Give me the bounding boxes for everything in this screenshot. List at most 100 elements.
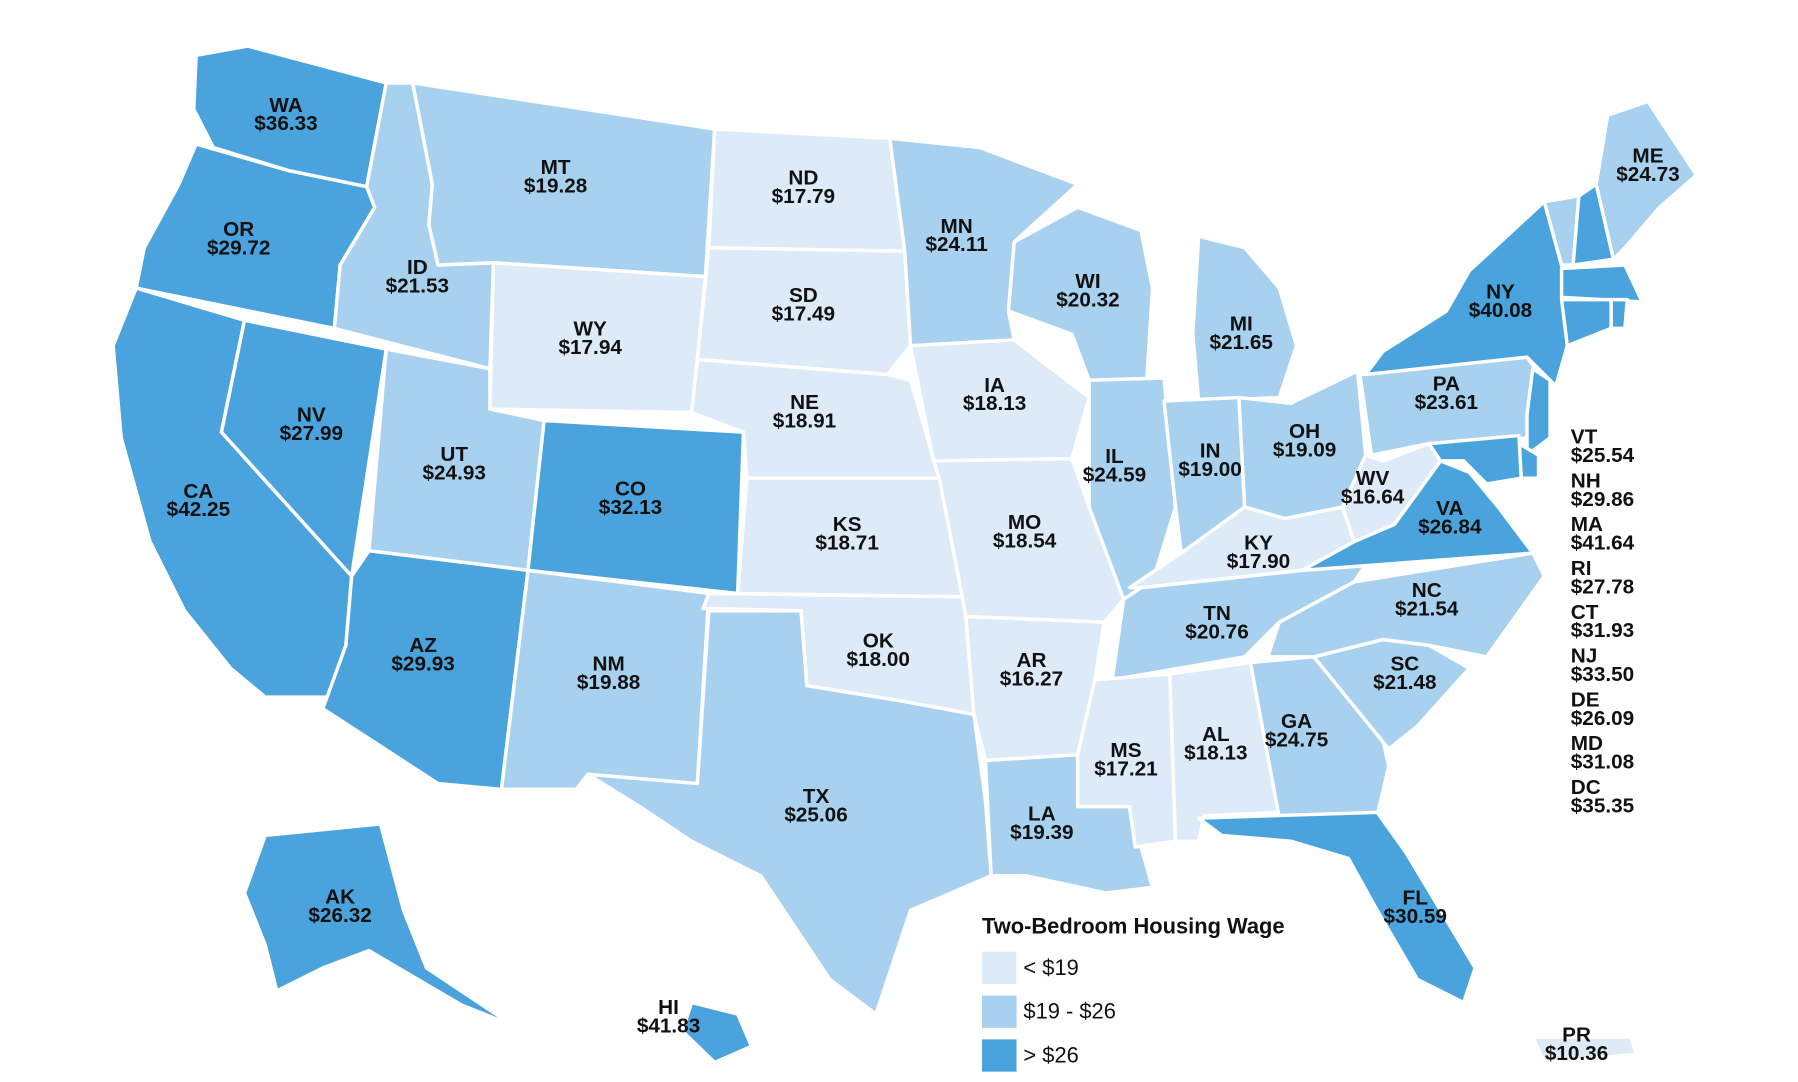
state-abbr: NV	[297, 404, 326, 427]
state-wage: $31.93	[1571, 619, 1634, 642]
legend-swatch	[981, 951, 1017, 985]
state-wage: $26.32	[308, 904, 371, 927]
state-wage: $23.61	[1415, 391, 1478, 414]
state-wage: $26.09	[1571, 707, 1634, 730]
state-abbr: TX	[803, 785, 830, 808]
legend-label: > $26	[1023, 1042, 1078, 1067]
state-abbr: MN	[940, 215, 972, 238]
state-wage: $24.59	[1083, 464, 1146, 487]
state-wage: $21.65	[1210, 331, 1273, 354]
state-shape	[1559, 297, 1613, 348]
state-shape	[1363, 199, 1570, 388]
state-abbr: KY	[1244, 532, 1273, 555]
state-labels: WA$36.33 OR$29.72 CA$42.25 NV$27.99 ID$21.53…	[167, 94, 1680, 1065]
state-wage: $19.39	[1010, 821, 1073, 844]
state-shape	[1559, 263, 1644, 304]
state-abbr: AZ	[409, 634, 437, 657]
state-shape	[242, 822, 515, 1028]
state-wage: $19.88	[577, 671, 640, 694]
state-wage: $40.08	[1469, 299, 1532, 322]
state-shape	[1594, 99, 1699, 261]
state-wage: $29.93	[391, 653, 454, 676]
state-wage: $16.64	[1341, 486, 1405, 509]
state-abbr: SD	[789, 284, 818, 307]
state-shape	[1525, 367, 1552, 457]
state-abbr: PR	[1562, 1024, 1591, 1047]
state-abbr: WY	[573, 317, 607, 340]
state-shape	[1196, 810, 1477, 1005]
state-abbr: TN	[1203, 602, 1231, 625]
state-wage: $17.21	[1094, 757, 1157, 780]
state-abbr: IA	[984, 374, 1005, 397]
state-abbr: MO	[1008, 511, 1041, 534]
state-abbr: VA	[1436, 497, 1463, 520]
state-wage: $24.75	[1265, 729, 1328, 752]
state-abbr: MT	[541, 156, 571, 179]
state-abbr: FL	[1403, 887, 1429, 910]
state-wage: $24.11	[925, 233, 987, 256]
state-abbr: DC	[1571, 776, 1601, 799]
state-abbr: WV	[1356, 467, 1390, 490]
state-abbr: AL	[1202, 723, 1230, 746]
state-abbr: NH	[1571, 469, 1601, 492]
state-wage: $24.73	[1616, 163, 1679, 186]
state-wage: $18.54	[993, 529, 1057, 552]
state-wage: $29.86	[1571, 488, 1634, 511]
state-wage: $33.50	[1571, 663, 1634, 686]
state-abbr: KS	[833, 513, 862, 536]
state-abbr: AR	[1017, 649, 1047, 672]
state-wage: $18.13	[963, 392, 1026, 415]
state-wage: $18.71	[815, 532, 878, 555]
state-abbr: ID	[407, 256, 428, 279]
state-wage: $17.90	[1227, 550, 1290, 573]
state-abbr: DE	[1571, 688, 1600, 711]
state-abbr: WI	[1075, 270, 1100, 293]
state-abbr: OH	[1289, 420, 1320, 443]
state-wage: $26.84	[1418, 516, 1482, 539]
state-abbr: CA	[183, 480, 213, 503]
state-wage: $30.59	[1384, 905, 1447, 928]
state-wage: $25.54	[1571, 444, 1635, 467]
legend-label: $19 - $26	[1023, 999, 1115, 1024]
state-wage: $18.00	[847, 648, 910, 671]
state-shape	[1191, 234, 1299, 403]
state-wage: $18.91	[773, 409, 836, 432]
state-wage: $20.76	[1185, 620, 1248, 643]
state-abbr: NJ	[1571, 645, 1598, 668]
state-abbr: CT	[1571, 601, 1599, 624]
state-abbr: IN	[1200, 439, 1221, 462]
state-abbr: SC	[1390, 653, 1419, 676]
state-wage: $41.64	[1571, 532, 1635, 555]
state-abbr: NE	[790, 391, 819, 414]
state-wage: $19.00	[1178, 458, 1241, 481]
state-abbr: LA	[1028, 802, 1056, 825]
state-abbr: IL	[1105, 445, 1124, 468]
state-abbr: CO	[615, 477, 646, 500]
legend-swatch	[981, 995, 1017, 1028]
state-abbr: AK	[325, 885, 355, 908]
state-wage: $27.99	[280, 422, 343, 445]
state-abbr: MA	[1571, 513, 1603, 536]
state-wage: $25.06	[784, 804, 847, 827]
state-abbr: NY	[1486, 280, 1515, 303]
state-abbr: NM	[592, 653, 624, 676]
state-shape	[1609, 297, 1629, 331]
state-wage: $21.48	[1373, 671, 1436, 694]
legend-swatch	[981, 1039, 1017, 1072]
state-wage: $27.78	[1571, 575, 1634, 598]
state-abbr: MI	[1230, 313, 1253, 336]
state-wage: $17.49	[772, 302, 835, 325]
state-abbr: UT	[440, 443, 468, 466]
state-wage: $21.53	[386, 275, 449, 298]
state-abbr: OK	[863, 630, 894, 653]
state-shape	[695, 246, 913, 377]
states	[111, 44, 1699, 1065]
state-abbr: WA	[269, 94, 302, 117]
state-wage: $35.35	[1571, 794, 1634, 817]
state-abbr: NC	[1412, 579, 1442, 602]
state-wage: $36.33	[254, 112, 317, 135]
state-wage: $20.32	[1056, 289, 1119, 312]
state-wage: $32.13	[599, 496, 662, 519]
state-shape	[1571, 182, 1616, 267]
